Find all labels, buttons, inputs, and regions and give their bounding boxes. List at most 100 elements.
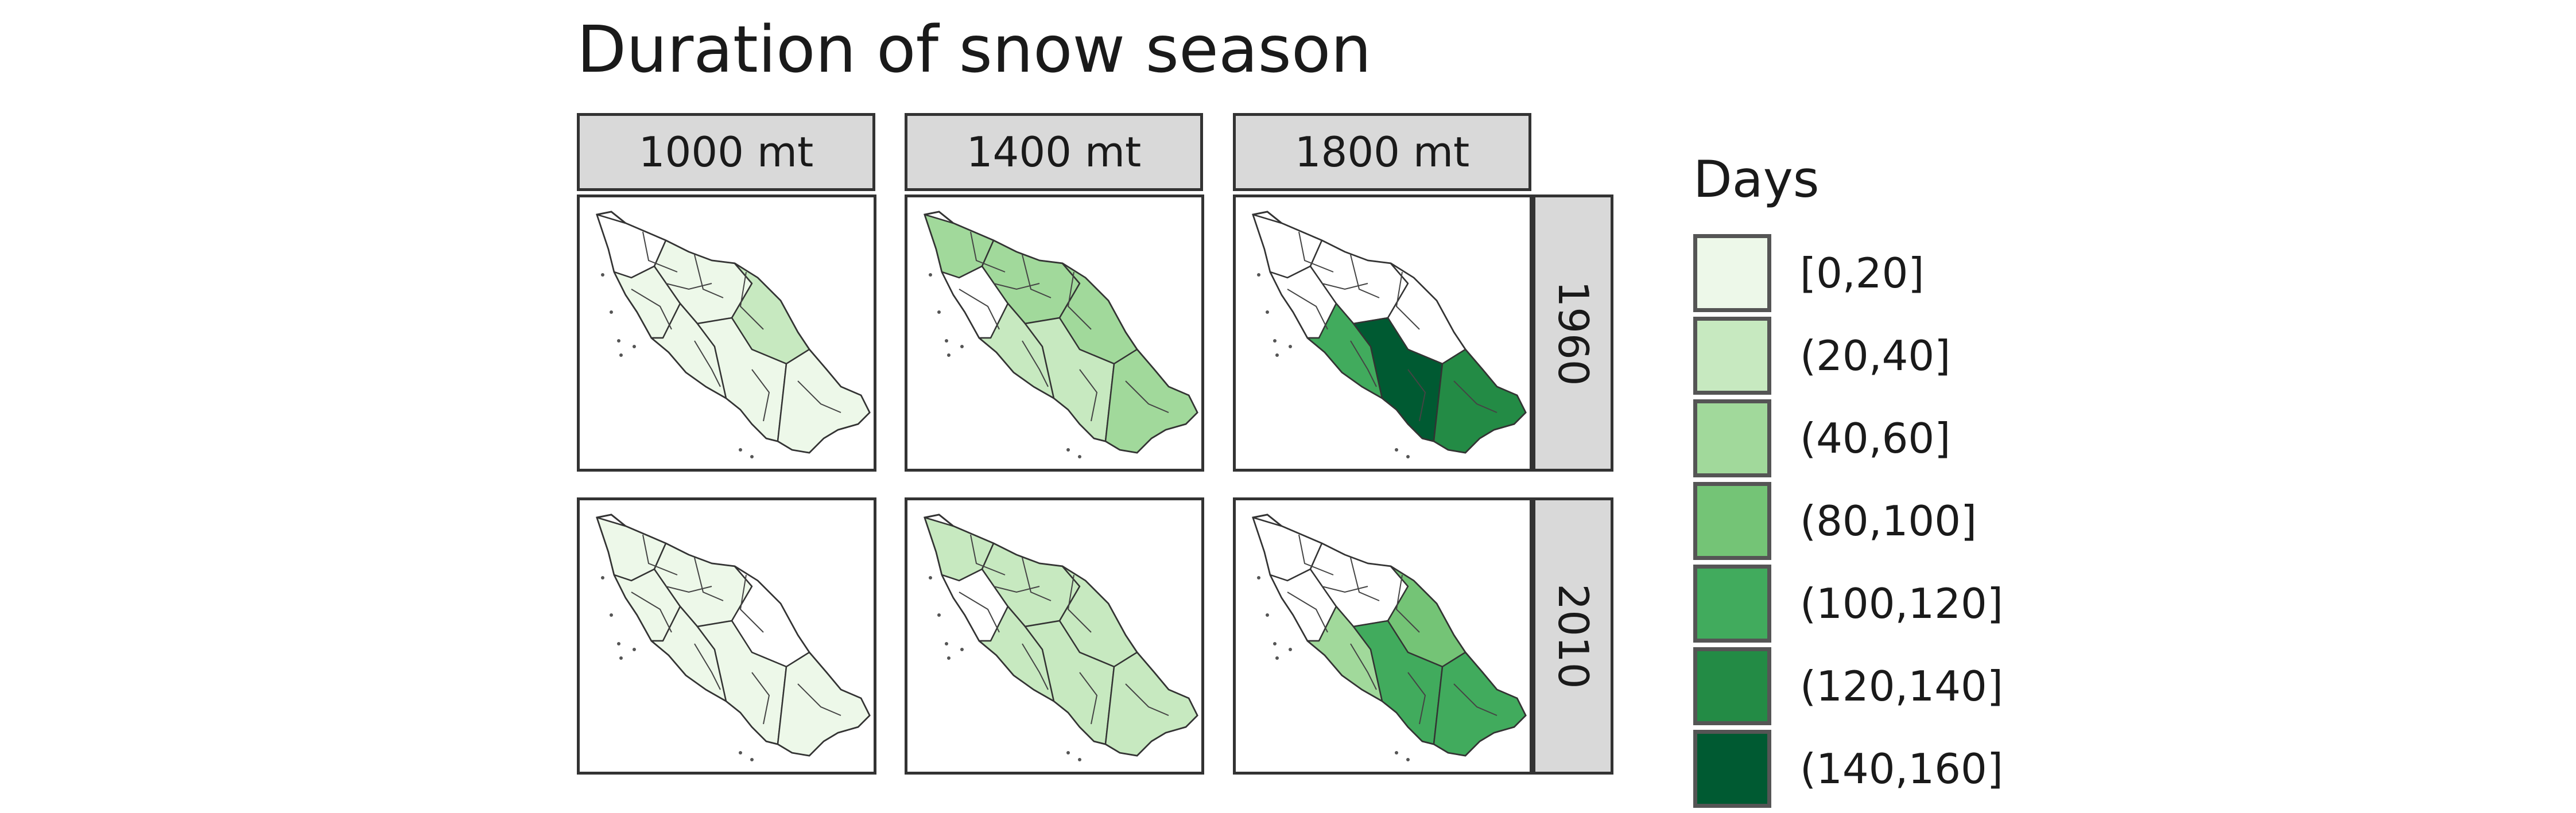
province-boundary xyxy=(970,534,1006,575)
legend-label: (140,160] xyxy=(1800,745,2003,793)
province-boundary xyxy=(694,340,721,387)
region-map xyxy=(924,211,1198,458)
island xyxy=(1266,310,1269,314)
chart-title: Duration of snow season xyxy=(577,13,1372,87)
province-boundary xyxy=(751,369,770,422)
region-map xyxy=(596,514,871,761)
region-map xyxy=(1252,514,1527,761)
island xyxy=(1066,751,1070,754)
province-zone-se xyxy=(1104,348,1198,454)
province-boundary xyxy=(1321,283,1368,290)
province-boundary xyxy=(642,231,678,273)
province-boundary xyxy=(1350,254,1380,298)
province-zone-se xyxy=(777,348,871,454)
island xyxy=(1406,455,1410,458)
island xyxy=(947,353,951,357)
province-boundary xyxy=(1022,557,1052,601)
province-zone-s xyxy=(696,620,787,745)
province-boundary xyxy=(1022,340,1049,387)
facet-column-label: 1400 mt xyxy=(905,113,1203,191)
province-boundary xyxy=(1067,574,1092,633)
island xyxy=(1078,455,1081,458)
legend-label: (20,40] xyxy=(1800,332,1951,380)
province-boundary xyxy=(1298,534,1334,575)
island xyxy=(1066,448,1070,452)
island xyxy=(937,310,941,314)
island xyxy=(945,339,948,343)
facet-column-label: 1800 mt xyxy=(1233,113,1531,191)
legend-title: Days xyxy=(1693,150,1820,209)
province-boundary xyxy=(1022,254,1052,298)
map-panel xyxy=(905,497,1204,775)
province-boundary xyxy=(665,283,712,290)
island xyxy=(937,613,941,617)
province-zone-se xyxy=(1104,651,1198,757)
island xyxy=(610,310,613,314)
island xyxy=(1395,448,1398,452)
province-boundary xyxy=(1453,683,1498,716)
province-boundary xyxy=(739,271,764,330)
island xyxy=(1273,339,1277,343)
legend-key xyxy=(1693,647,1771,725)
island xyxy=(960,345,964,348)
island xyxy=(750,455,754,458)
province-boundary xyxy=(797,380,841,413)
island xyxy=(929,273,932,277)
island xyxy=(1275,353,1279,357)
island xyxy=(1273,642,1277,645)
province-boundary xyxy=(694,643,721,690)
legend-label: (120,140] xyxy=(1800,662,2003,710)
province-boundary xyxy=(1395,271,1420,330)
province-boundary xyxy=(665,586,712,593)
legend-label: [0,20] xyxy=(1800,249,1925,297)
province-boundary xyxy=(1079,369,1098,422)
province-boundary xyxy=(1407,672,1426,725)
region-map xyxy=(1252,211,1527,458)
island xyxy=(610,613,613,617)
province-boundary xyxy=(993,283,1040,290)
island xyxy=(1266,613,1269,617)
facet-column-label: 1000 mt xyxy=(577,113,875,191)
island xyxy=(929,576,932,579)
province-boundary xyxy=(642,534,678,575)
legend-key xyxy=(1693,399,1771,477)
island xyxy=(601,576,604,579)
region-map xyxy=(596,211,871,458)
province-boundary xyxy=(1350,340,1377,387)
province-boundary xyxy=(1321,586,1368,593)
island xyxy=(1406,758,1410,761)
map-panel xyxy=(577,497,876,775)
province-boundary xyxy=(694,254,724,298)
island xyxy=(617,642,620,645)
legend-key xyxy=(1693,234,1771,312)
province-boundary xyxy=(1350,557,1380,601)
legend-label: (80,100] xyxy=(1800,497,1977,545)
province-boundary xyxy=(993,586,1040,593)
facet-row-label: 1960 xyxy=(1549,280,1597,386)
province-boundary xyxy=(1125,683,1169,716)
legend-key xyxy=(1693,482,1771,560)
map-panel xyxy=(1233,497,1533,775)
region-map xyxy=(924,514,1198,761)
facet-row-label: 2010 xyxy=(1549,583,1597,689)
province-boundary xyxy=(959,592,1000,633)
island xyxy=(1275,656,1279,660)
island xyxy=(1257,273,1260,277)
province-zone-s xyxy=(1024,620,1115,745)
map-panel xyxy=(1233,195,1533,472)
province-zone-s xyxy=(696,317,787,442)
island xyxy=(739,448,742,452)
province-boundary xyxy=(1067,271,1092,330)
island xyxy=(601,273,604,277)
legend-key xyxy=(1693,317,1771,395)
island xyxy=(617,339,620,343)
province-boundary xyxy=(959,289,1000,330)
province-boundary xyxy=(631,592,672,633)
province-boundary xyxy=(1298,231,1334,273)
island xyxy=(619,353,623,357)
province-boundary xyxy=(1287,592,1328,633)
province-boundary xyxy=(1407,369,1426,422)
island xyxy=(1289,345,1292,348)
legend-label: (40,60] xyxy=(1800,414,1951,462)
facet-row-strip: 1960 xyxy=(1533,195,1613,472)
